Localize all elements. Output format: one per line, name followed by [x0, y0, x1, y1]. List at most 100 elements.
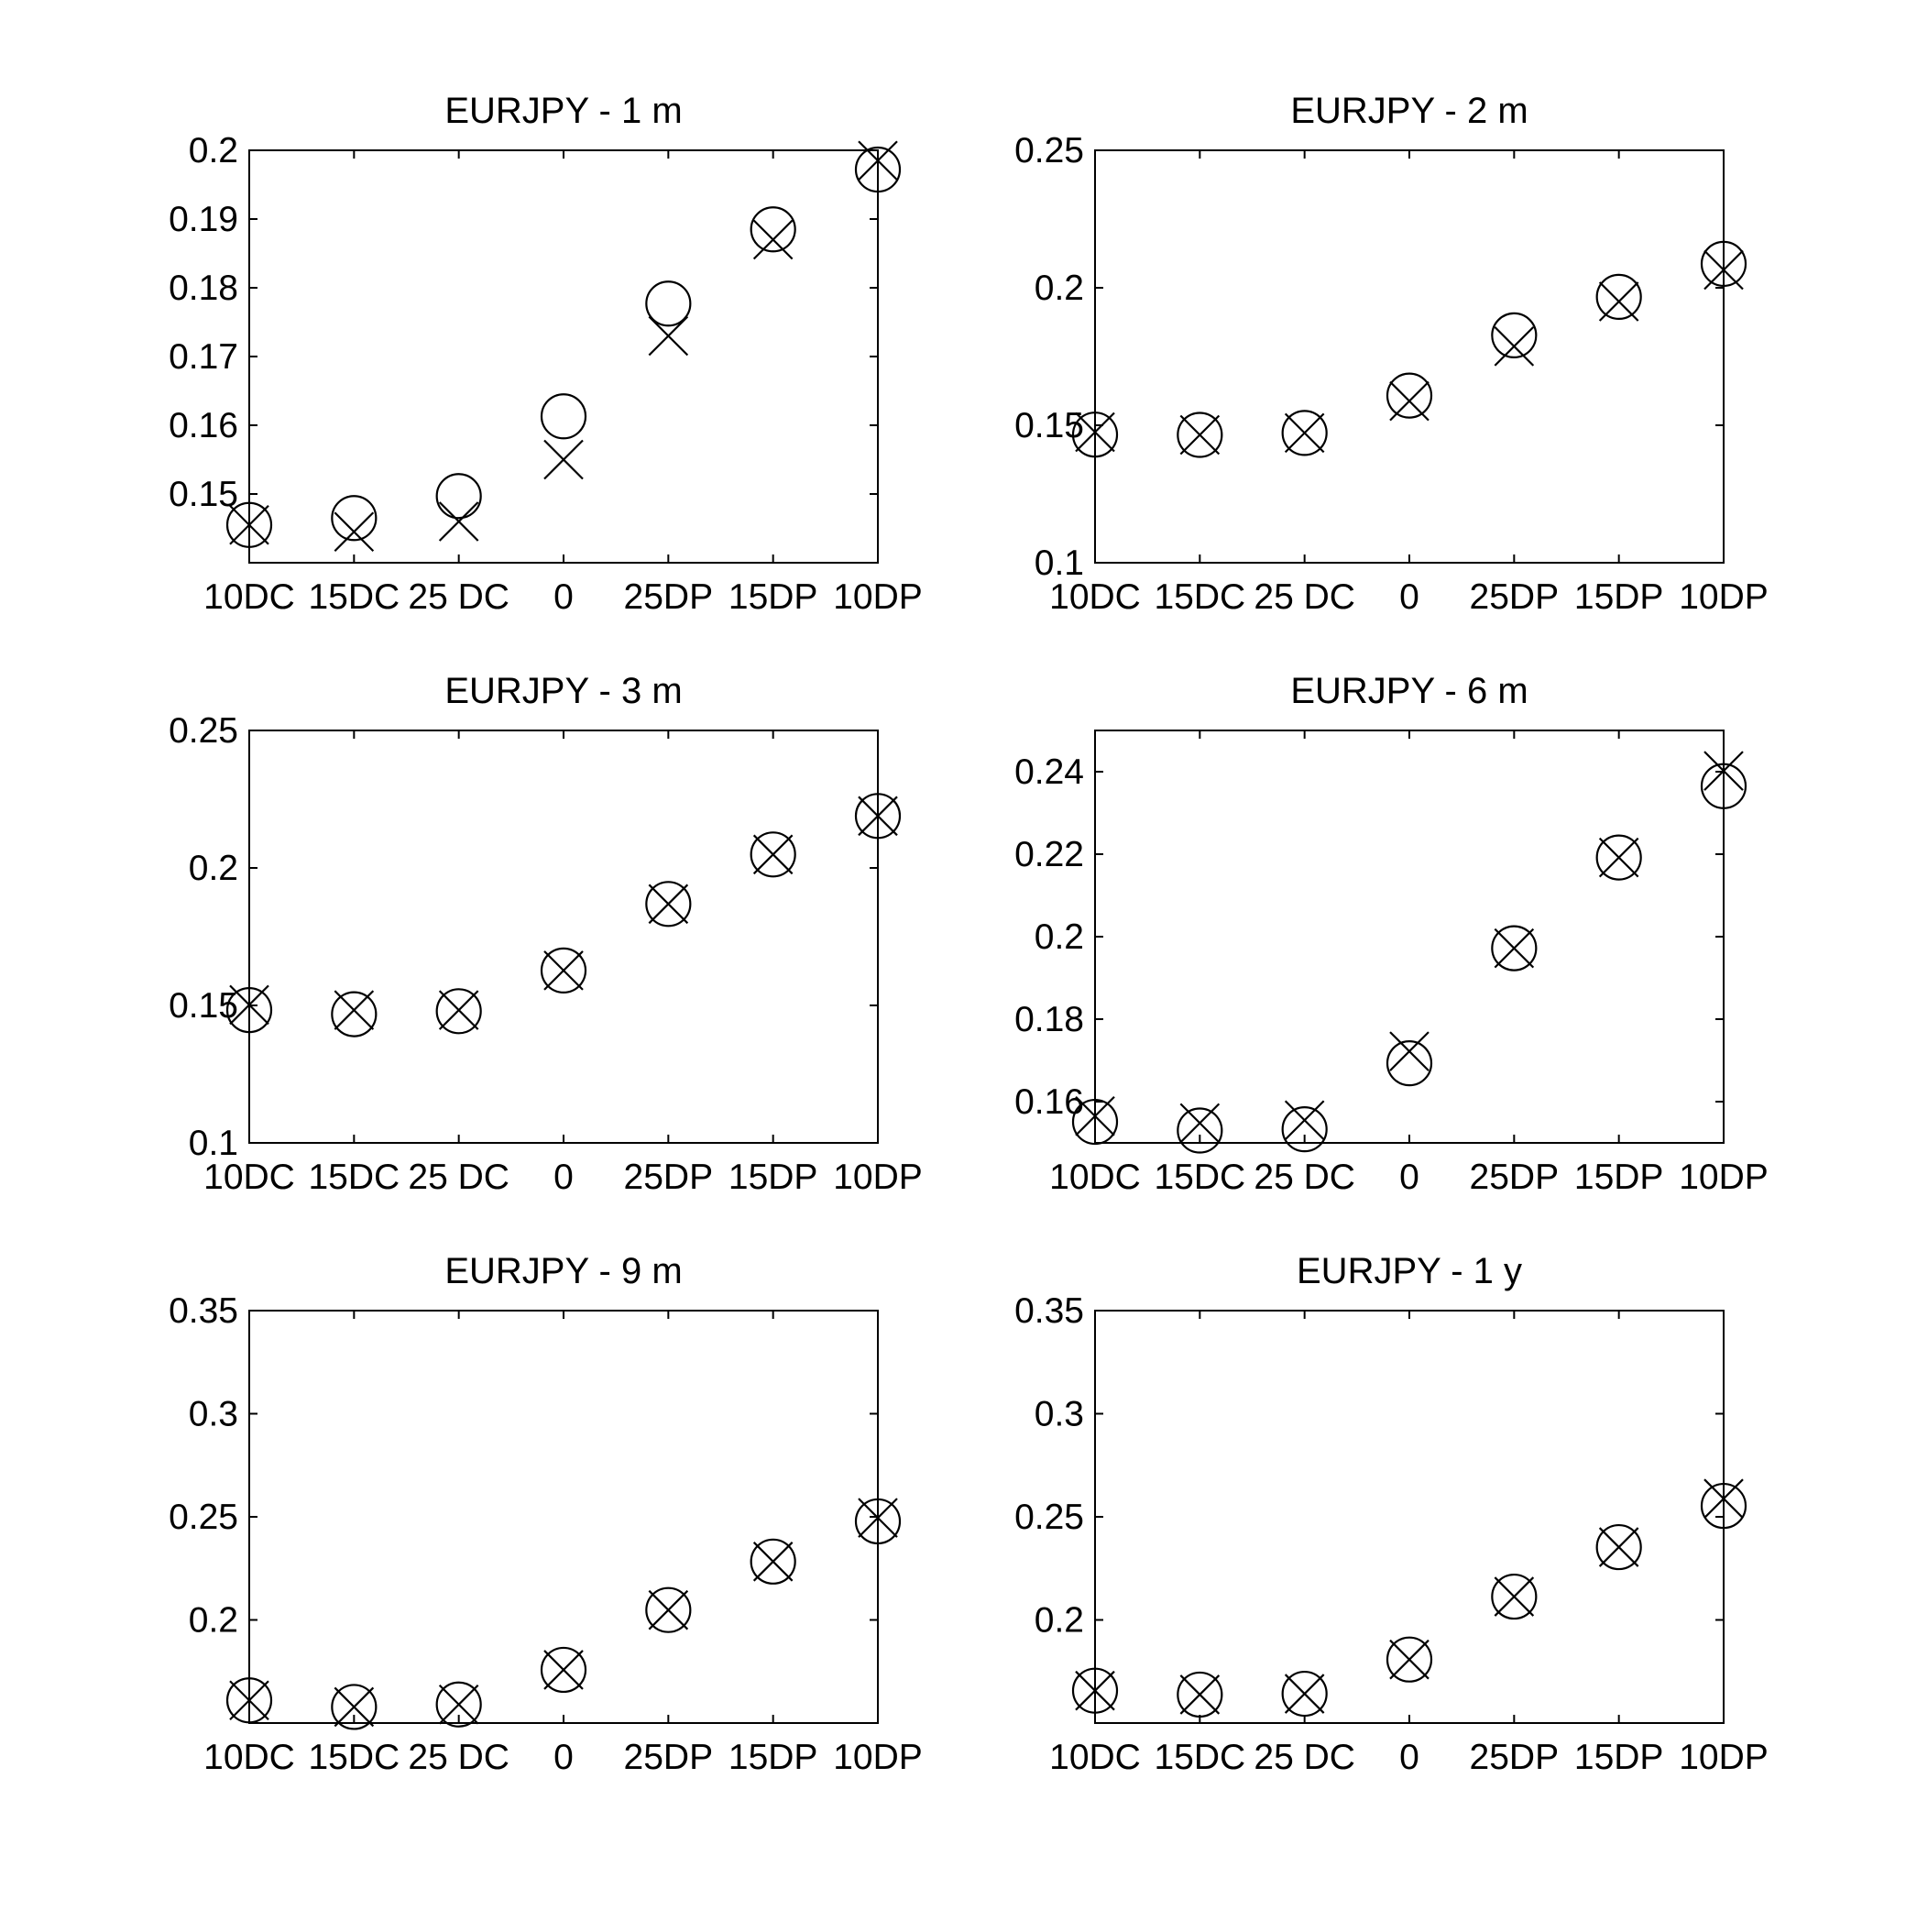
x-tick-label: 15DP — [728, 577, 818, 617]
data-point-x-stroke — [543, 439, 584, 480]
x-tick-label: 25 DC — [1254, 1738, 1355, 1777]
data-point-x — [1075, 412, 1115, 453]
x-tick-label: 15DP — [1574, 1158, 1664, 1197]
data-point-circle — [1177, 412, 1223, 458]
data-point-x-stroke — [438, 501, 479, 542]
data-point-x-stroke — [334, 1686, 375, 1728]
data-point-circle — [435, 473, 482, 520]
data-point-x-stroke — [1389, 1639, 1430, 1680]
x-tick-label: 10DC — [1049, 577, 1141, 617]
data-point-circle — [750, 831, 796, 878]
chart-title: EURJPY - 1 y — [1297, 1251, 1522, 1291]
data-point-x-stroke — [1703, 1478, 1744, 1519]
chart-title: EURJPY - 1 m — [444, 91, 682, 131]
data-point-x-stroke — [1389, 380, 1430, 422]
x-tick-label: 15DP — [728, 1158, 818, 1197]
data-point-x-stroke — [1075, 1670, 1115, 1711]
data-point-x-stroke — [1598, 837, 1639, 878]
data-point-circle — [645, 280, 692, 327]
x-tick-label: 25DP — [1470, 577, 1560, 617]
data-point-x-stroke — [334, 990, 375, 1030]
data-point-circle — [1595, 273, 1642, 320]
data-point-x-stroke — [1389, 1031, 1430, 1071]
x-tick-label: 15DC — [1154, 1738, 1245, 1777]
data-point-circle — [225, 501, 273, 548]
data-point-circle — [1700, 240, 1747, 287]
data-point-circle — [854, 1498, 902, 1545]
data-point-x-stroke — [1598, 281, 1639, 322]
data-point-x — [752, 834, 794, 875]
data-point-circle — [750, 206, 796, 253]
data-point-circle — [1491, 1573, 1538, 1620]
data-point-x — [229, 1680, 269, 1721]
x-tick-label: 25DP — [1470, 1158, 1560, 1197]
data-point-x — [1703, 751, 1744, 791]
data-point-x — [752, 219, 794, 260]
data-point-x — [543, 439, 584, 480]
data-point-circle — [1071, 1098, 1119, 1146]
data-point-circle — [645, 881, 692, 928]
data-point-x-stroke — [1284, 412, 1325, 454]
x-tick-label: 25DP — [624, 1158, 714, 1197]
x-tick-label: 0 — [553, 1158, 574, 1197]
data-point-x — [1494, 928, 1535, 969]
data-point-circle — [1071, 1667, 1119, 1714]
data-point-circle — [1281, 1670, 1328, 1718]
data-point-x — [1179, 1103, 1221, 1144]
data-point-x — [334, 1686, 375, 1728]
y-tick-label: 0.25 — [169, 711, 238, 751]
chart-panel-3: EURJPY - 3 m 10DC 15DC 25 DC 0 25DP 15DP 10DP 0.… — [169, 671, 923, 1197]
data-point-circle — [1386, 372, 1433, 419]
y-tick-label: 0.35 — [169, 1291, 238, 1331]
data-point-x-stroke — [1598, 1527, 1639, 1567]
chart-panel-1: EURJPY - 1 m 10DC 15DC 25 DC 0 25DP 15DP 10DP 0.… — [169, 91, 923, 617]
data-point-x — [1703, 249, 1744, 291]
data-point-x — [1494, 1576, 1535, 1617]
chart-panel-2: EURJPY - 2 m 10DC 15DC 25 DC 0 25DP 15DP 10DP 0.… — [1014, 91, 1769, 617]
data-point-x — [438, 990, 479, 1030]
data-point-x-stroke — [438, 1684, 479, 1725]
data-point-x-stroke — [1075, 412, 1115, 453]
y-tick-label: 0.25 — [1014, 1498, 1084, 1537]
x-tick-label: 10DP — [833, 577, 923, 617]
data-point-x — [1389, 1031, 1430, 1071]
y-tick-label: 0.24 — [1014, 752, 1084, 792]
x-tick-label: 10DP — [1679, 1158, 1769, 1197]
y-tick-label: 0.2 — [189, 1601, 238, 1641]
data-point-x — [648, 1589, 689, 1630]
x-tick-label: 10DP — [833, 1158, 923, 1197]
data-point-x — [752, 1542, 794, 1582]
data-point-x — [1284, 1100, 1325, 1141]
data-point-x-stroke — [229, 984, 269, 1026]
data-point-x-stroke — [1179, 1674, 1221, 1715]
data-point-x-stroke — [1284, 1674, 1325, 1714]
x-tick-label: 25 DC — [1254, 577, 1355, 617]
data-point-x-stroke — [1179, 1103, 1221, 1144]
data-point-x — [858, 140, 898, 181]
data-point-x-stroke — [543, 950, 584, 991]
data-point-x-stroke — [438, 990, 479, 1030]
data-point-x-stroke — [858, 1498, 898, 1538]
data-point-circle — [540, 1646, 587, 1694]
x-tick-label: 10DP — [1679, 577, 1769, 617]
data-point-circle — [750, 1538, 796, 1585]
data-point-circle — [540, 947, 587, 994]
data-point-circle — [854, 793, 902, 840]
data-point-x-stroke — [648, 1589, 689, 1630]
data-point-circle — [225, 1677, 273, 1724]
y-tick-label: 0.18 — [1014, 1000, 1084, 1039]
x-tick-label: 10DC — [1049, 1738, 1141, 1777]
data-point-x-stroke — [752, 219, 794, 260]
data-point-x — [1494, 326, 1535, 367]
data-point-circle — [1177, 1107, 1223, 1154]
x-tick-label: 25 DC — [408, 1738, 509, 1777]
x-tick-label: 25 DC — [1254, 1158, 1355, 1197]
y-tick-label: 0.16 — [1014, 1082, 1084, 1122]
data-point-circle — [435, 988, 482, 1035]
y-tick-label: 0.1 — [189, 1124, 238, 1163]
y-tick-label: 0.3 — [1035, 1395, 1084, 1434]
data-point-x-stroke — [1494, 326, 1535, 367]
data-point-x — [438, 501, 479, 542]
data-point-circle — [435, 1681, 482, 1728]
